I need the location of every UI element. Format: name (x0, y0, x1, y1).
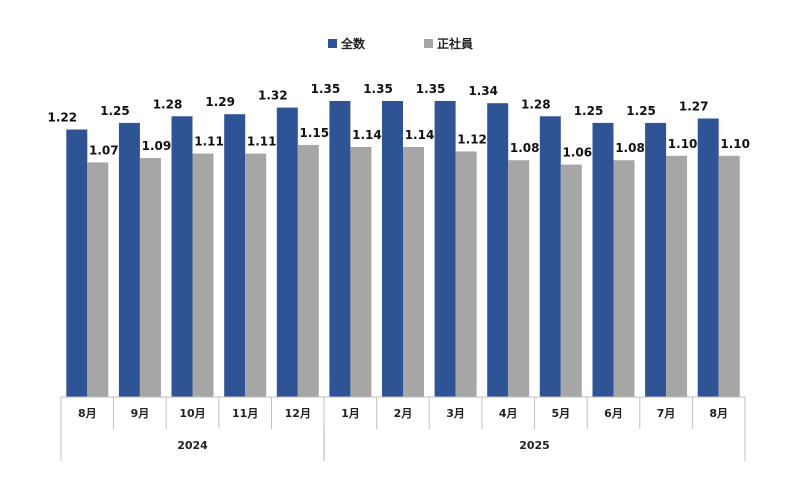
x-tick-label-9: 4月 (499, 407, 518, 420)
legend: 全数 正社員 (328, 36, 473, 51)
bar-all-7 (382, 101, 403, 397)
data-label-regular-11: 1.08 (615, 141, 645, 155)
bar-regular-4 (245, 153, 267, 397)
bar-all-9 (487, 103, 509, 397)
x-tick-label-3: 10月 (179, 407, 205, 420)
data-label-regular-10: 1.06 (562, 146, 592, 160)
bar-regular-5 (297, 144, 319, 397)
data-label-regular-8: 1.12 (457, 132, 487, 146)
bars (66, 101, 740, 398)
bar-regular-12 (666, 155, 688, 397)
x-tick-label-2: 9月 (131, 407, 150, 420)
data-label-regular-2: 1.09 (142, 139, 172, 153)
bar-all-8 (434, 101, 456, 397)
bar-regular-7 (403, 147, 424, 397)
data-label-regular-7: 1.14 (405, 128, 435, 142)
legend-label-1: 全数 (340, 36, 366, 51)
data-label-all-2: 1.25 (100, 104, 130, 118)
data-label-regular-5: 1.15 (299, 126, 329, 140)
value-labels: 1.22 1.07 1.25 1.09 1.28 1.11 1.29 1.11 1.32 1.15… (47, 82, 750, 160)
bar-regular-2 (139, 158, 161, 397)
bar-regular-6 (350, 147, 372, 397)
bar-all-11 (592, 122, 614, 398)
x-tick-label-7: 2月 (394, 407, 413, 420)
x-tick-label-13: 8月 (709, 407, 728, 420)
data-label-all-7: 1.35 (363, 82, 393, 96)
data-label-all-8: 1.35 (416, 82, 446, 96)
bar-all-4 (224, 114, 246, 397)
data-label-regular-6: 1.14 (352, 128, 382, 142)
bar-regular-8 (455, 151, 477, 397)
legend-swatch-2 (424, 39, 433, 48)
bar-regular-10 (560, 164, 582, 397)
data-label-regular-13: 1.10 (720, 137, 750, 151)
bar-regular-9 (508, 160, 530, 397)
year-label-2025: 2025 (519, 439, 550, 452)
data-label-all-13: 1.27 (679, 100, 709, 114)
data-label-all-9: 1.34 (468, 84, 498, 98)
x-tick-label-1: 8月 (78, 407, 97, 420)
data-label-all-11: 1.25 (574, 104, 604, 118)
bar-regular-13 (718, 155, 740, 397)
data-label-regular-3: 1.11 (194, 135, 224, 149)
year-label-2024: 2024 (177, 439, 208, 452)
bar-all-6 (329, 101, 351, 397)
bar-all-12 (645, 122, 667, 398)
x-tick-label-6: 1月 (341, 407, 360, 420)
x-tick-label-8: 3月 (446, 407, 465, 420)
data-label-all-1: 1.22 (47, 111, 77, 125)
data-label-all-12: 1.25 (626, 104, 656, 118)
data-label-all-5: 1.32 (258, 89, 288, 103)
x-tick-label-11: 6月 (604, 407, 623, 420)
data-label-all-4: 1.29 (205, 95, 235, 109)
bar-all-10 (539, 116, 561, 398)
data-label-all-3: 1.28 (153, 97, 183, 111)
data-label-regular-12: 1.10 (668, 137, 698, 151)
data-label-regular-4: 1.11 (247, 135, 277, 149)
bar-all-5 (276, 107, 298, 397)
data-label-regular-1: 1.07 (89, 143, 119, 157)
legend-label-2: 正社員 (437, 36, 473, 51)
x-tick-label-12: 7月 (657, 407, 676, 420)
data-label-regular-9: 1.08 (510, 141, 540, 155)
bar-regular-3 (192, 153, 214, 397)
bar-all-13 (697, 118, 719, 397)
bar-regular-11 (613, 160, 635, 397)
category-axis: 8月 9月 10月 11月 12月 1月 2月 3月 4月 5月 6月 7月 8月 2024 2025 (60, 396, 746, 461)
data-label-all-6: 1.35 (311, 82, 341, 96)
bar-all-2 (118, 122, 140, 398)
x-tick-label-10: 5月 (551, 407, 570, 420)
bar-regular-1 (87, 162, 109, 397)
bar-all-3 (171, 116, 193, 398)
bar-all-1 (66, 129, 88, 397)
data-label-all-10: 1.28 (521, 97, 551, 111)
x-tick-label-4: 11月 (232, 407, 258, 420)
legend-swatch-1 (328, 39, 337, 48)
x-tick-label-5: 12月 (285, 407, 311, 420)
